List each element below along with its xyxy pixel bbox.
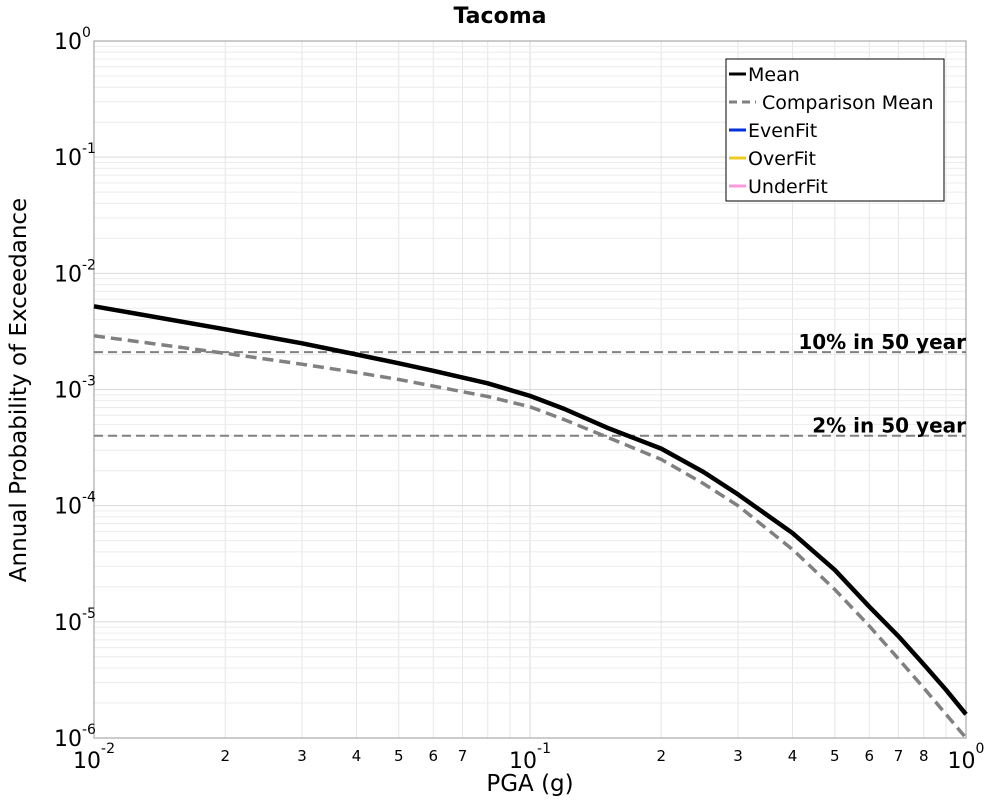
x-tick-label-minor: 2 bbox=[656, 747, 666, 765]
x-tick-label-minor: 4 bbox=[352, 747, 362, 765]
legend-box bbox=[725, 58, 945, 202]
y-tick-label: 10-3 bbox=[54, 374, 96, 404]
legend: Mean Comparison Mean EvenFit OverFit UnderFi… bbox=[725, 58, 945, 202]
y-tick-label: 10-6 bbox=[54, 722, 96, 752]
y-tick-label: 10-4 bbox=[54, 490, 96, 520]
y-tick-label: 10-5 bbox=[54, 606, 96, 636]
x-tick-label: 10-2 bbox=[73, 741, 115, 774]
x-tick-label-minor: 8 bbox=[919, 747, 929, 765]
series-line-comparison-mean bbox=[93, 334, 968, 740]
legend-label-underfit: UnderFit bbox=[748, 176, 828, 198]
y-axis-label: Annual Probability of Exceedance bbox=[6, 198, 32, 582]
legend-label-overfit: OverFit bbox=[748, 148, 816, 170]
reference-line-label: 10% in 50 year bbox=[798, 330, 966, 354]
x-tick-label-minor: 5 bbox=[394, 747, 404, 765]
legend-label-comparison-mean: Comparison Mean bbox=[762, 92, 934, 114]
legend-label-evenfit: EvenFit bbox=[748, 120, 817, 142]
y-tick-labels: 100 10-1 10-2 10-3 10-4 10-5 10-6 bbox=[54, 25, 96, 752]
legend-label-mean: Mean bbox=[748, 64, 800, 86]
x-tick-label: 10-1 bbox=[509, 741, 551, 774]
x-tick-label-minor: 7 bbox=[894, 747, 904, 765]
y-tick-label: 10-2 bbox=[54, 257, 96, 287]
plot-frame bbox=[93, 40, 967, 739]
y-tick-label: 100 bbox=[54, 25, 91, 55]
x-tick-label-minor: 5 bbox=[830, 747, 840, 765]
x-tick-label: 100 bbox=[948, 741, 985, 774]
x-tick-label-minor: 3 bbox=[297, 747, 307, 765]
reference-lines: 10% in 50 year 2% in 50 year bbox=[94, 330, 966, 438]
series-group bbox=[93, 304, 968, 740]
x-tick-label-minor: 3 bbox=[733, 747, 743, 765]
x-tick-label-minor: 7 bbox=[458, 747, 468, 765]
chart-title: Tacoma bbox=[454, 4, 547, 29]
series-line-mean bbox=[93, 304, 968, 716]
x-tick-label-minor: 6 bbox=[865, 747, 875, 765]
x-axis-label: PGA (g) bbox=[486, 771, 573, 797]
y-tick-label: 10-1 bbox=[54, 141, 96, 171]
x-tick-label-minor: 4 bbox=[788, 747, 798, 765]
x-tick-label-minor: 2 bbox=[220, 747, 230, 765]
reference-line-label: 2% in 50 year bbox=[812, 414, 966, 438]
x-tick-label-minor: 6 bbox=[429, 747, 439, 765]
